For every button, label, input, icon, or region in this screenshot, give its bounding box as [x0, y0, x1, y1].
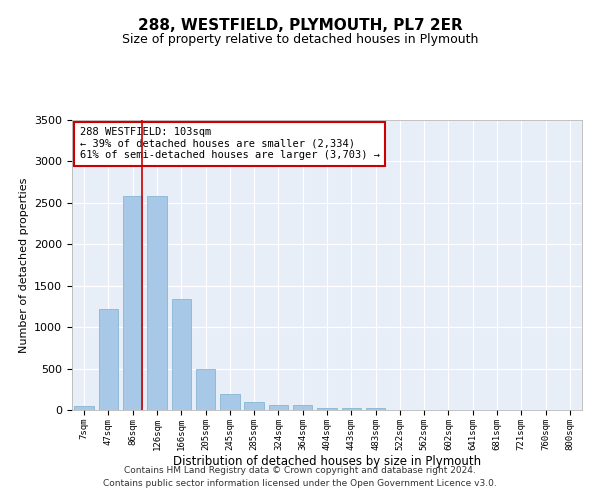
Bar: [123, 196, 142, 410]
Bar: [341, 408, 361, 410]
Bar: [293, 406, 313, 410]
X-axis label: Distribution of detached houses by size in Plymouth: Distribution of detached houses by size …: [173, 456, 481, 468]
Bar: [196, 368, 215, 410]
Text: 288 WESTFIELD: 103sqm
← 39% of detached houses are smaller (2,334)
61% of semi-d: 288 WESTFIELD: 103sqm ← 39% of detached …: [80, 127, 380, 160]
Bar: [244, 402, 264, 410]
Bar: [220, 394, 239, 410]
Bar: [74, 406, 94, 410]
Text: Size of property relative to detached houses in Plymouth: Size of property relative to detached ho…: [122, 32, 478, 46]
Y-axis label: Number of detached properties: Number of detached properties: [19, 178, 29, 352]
Bar: [269, 406, 288, 410]
Bar: [317, 408, 337, 410]
Bar: [99, 309, 118, 410]
Text: 288, WESTFIELD, PLYMOUTH, PL7 2ER: 288, WESTFIELD, PLYMOUTH, PL7 2ER: [137, 18, 463, 32]
Text: Contains HM Land Registry data © Crown copyright and database right 2024.
Contai: Contains HM Land Registry data © Crown c…: [103, 466, 497, 487]
Bar: [172, 299, 191, 410]
Bar: [147, 196, 167, 410]
Bar: [366, 408, 385, 410]
